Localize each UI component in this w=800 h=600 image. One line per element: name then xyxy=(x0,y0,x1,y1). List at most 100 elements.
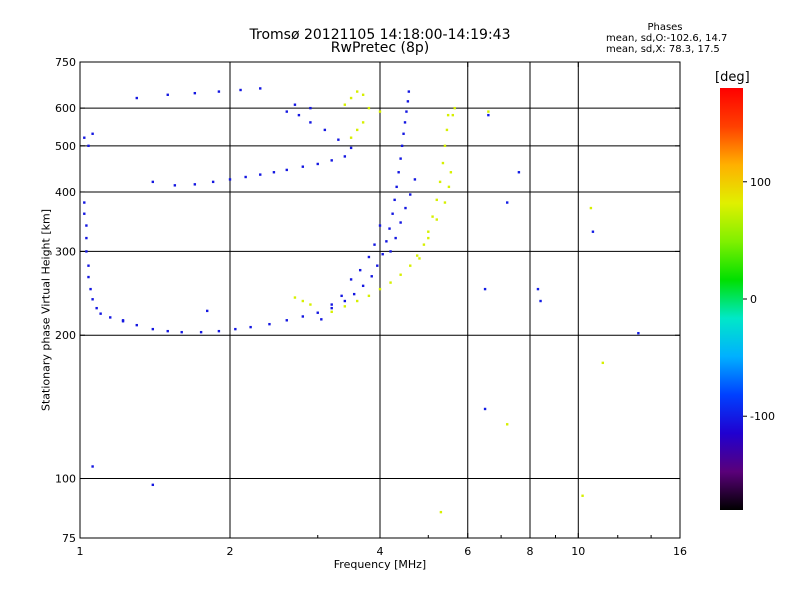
data-point xyxy=(517,171,521,174)
data-point xyxy=(285,319,288,322)
chart-title: Tromsø 20121105 14:18:00-14:19:43 xyxy=(249,27,511,43)
data-point xyxy=(505,423,509,426)
colorbar-tick-label: -100 xyxy=(750,410,775,423)
data-point xyxy=(309,106,312,110)
data-point xyxy=(453,106,456,110)
data-point xyxy=(361,93,365,96)
data-point xyxy=(239,88,242,92)
data-point xyxy=(355,90,359,93)
data-point xyxy=(438,180,442,184)
data-point xyxy=(445,128,449,132)
data-point xyxy=(400,144,404,148)
data-point xyxy=(389,250,392,253)
data-point xyxy=(378,110,382,113)
data-point xyxy=(483,287,487,291)
data-point xyxy=(91,298,94,301)
data-point xyxy=(309,121,312,124)
data-point xyxy=(394,236,397,240)
data-point xyxy=(581,494,584,497)
data-point xyxy=(83,136,86,139)
data-point xyxy=(637,331,640,335)
data-point xyxy=(244,175,247,179)
data-point xyxy=(367,294,371,298)
data-point xyxy=(95,306,98,310)
series-O xyxy=(83,87,417,487)
data-point xyxy=(447,185,451,189)
data-point xyxy=(85,224,88,227)
x-tick-label: 6 xyxy=(464,545,471,558)
data-point xyxy=(399,221,402,224)
data-point xyxy=(376,264,379,267)
data-point xyxy=(373,243,376,246)
y-axis-label: Stationary phase Virtual Height [km] xyxy=(39,208,53,412)
data-point xyxy=(83,212,86,215)
data-point xyxy=(249,325,252,329)
data-point xyxy=(340,294,343,298)
data-point xyxy=(403,121,407,124)
data-point xyxy=(435,218,438,221)
y-tick-label: 750 xyxy=(55,56,76,69)
data-point xyxy=(487,110,490,113)
data-point xyxy=(367,255,371,259)
data-point xyxy=(355,299,359,303)
x-axis-label: Frequency [MHz] xyxy=(333,558,427,571)
data-point xyxy=(349,146,353,150)
phases-o-stats: mean, sd,O:-102.6, 14.7 xyxy=(606,33,728,44)
data-point xyxy=(343,299,347,303)
data-point xyxy=(87,264,90,267)
data-point xyxy=(309,303,312,306)
data-point xyxy=(337,138,340,141)
data-point xyxy=(285,110,288,113)
data-point xyxy=(358,268,362,272)
data-point xyxy=(166,329,169,333)
phases-x-stats: mean, sd,X: 78.3, 17.5 xyxy=(606,44,720,55)
data-point xyxy=(217,329,221,333)
data-point xyxy=(404,206,407,210)
data-point xyxy=(381,252,384,256)
data-point xyxy=(539,299,542,303)
data-point xyxy=(89,287,92,291)
x-axis: 1 2 4 6 8 10 16 xyxy=(77,62,687,558)
data-point xyxy=(446,113,450,117)
data-point xyxy=(399,273,402,276)
x-tick-label: 1 xyxy=(77,545,84,558)
data-point xyxy=(330,306,333,310)
data-point xyxy=(83,201,86,204)
data-point xyxy=(397,171,400,174)
data-point xyxy=(228,178,232,181)
data-point xyxy=(166,93,169,96)
data-point xyxy=(370,275,373,278)
data-point xyxy=(407,90,411,93)
data-point xyxy=(349,278,353,281)
data-point xyxy=(367,106,371,110)
colorbar-tick-label: 100 xyxy=(750,176,771,189)
data-point xyxy=(427,230,430,233)
data-point xyxy=(505,201,509,204)
colorbar-unit-label: [deg] xyxy=(715,70,750,85)
data-point xyxy=(413,178,417,181)
data-point xyxy=(109,316,112,319)
colorbar: 100 0 -100 xyxy=(720,88,775,510)
data-point xyxy=(449,171,453,174)
data-point xyxy=(301,165,305,168)
data-point xyxy=(406,100,410,103)
data-point xyxy=(173,184,177,187)
data-point xyxy=(391,212,394,215)
data-point xyxy=(285,168,288,172)
y-tick-label: 400 xyxy=(55,186,76,199)
data-point xyxy=(443,201,447,204)
data-point xyxy=(151,483,155,487)
x-tick-label: 4 xyxy=(377,545,384,558)
data-point xyxy=(217,90,221,93)
series-X xyxy=(293,90,605,514)
data-point xyxy=(272,171,276,174)
data-point xyxy=(349,96,353,100)
data-point xyxy=(431,215,434,218)
phases-heading: Phases xyxy=(647,22,683,33)
data-point xyxy=(378,224,382,227)
data-point xyxy=(293,296,297,299)
chart-subtitle: RwPretec (8p) xyxy=(330,40,430,56)
data-point xyxy=(451,113,455,117)
data-point xyxy=(343,305,347,308)
